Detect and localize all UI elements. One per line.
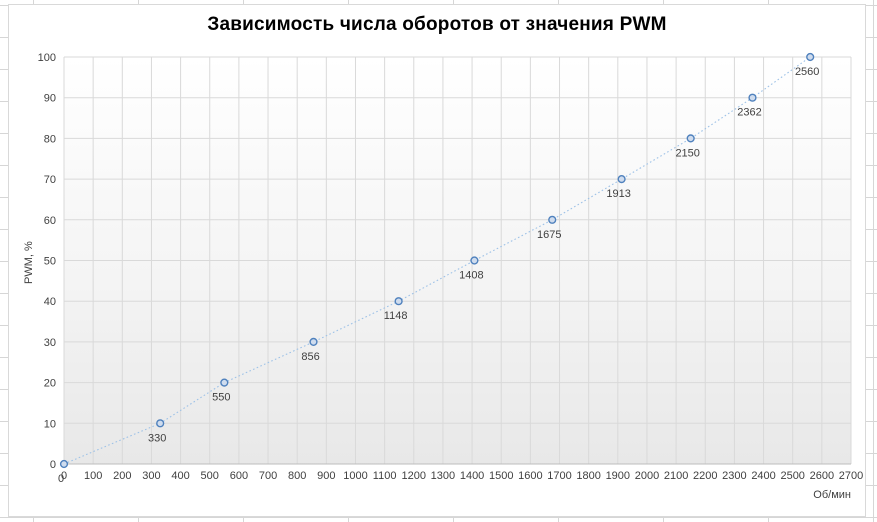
x-tick-label: 800	[288, 470, 306, 482]
y-tick-label: 50	[44, 256, 56, 268]
x-tick-label: 1500	[489, 470, 513, 482]
x-tick-label: 300	[142, 470, 160, 482]
y-tick-label: 60	[44, 215, 56, 227]
chart-title: Зависимость числа оборотов от значения P…	[207, 14, 667, 35]
x-tick-label: 0	[61, 470, 67, 482]
data-point-label: 2560	[795, 66, 819, 78]
x-tick-label: 1900	[606, 470, 630, 482]
data-point-label: 0	[58, 473, 64, 485]
x-tick-label: 700	[259, 470, 277, 482]
x-tick-label: 200	[113, 470, 131, 482]
x-tick-label: 1400	[460, 470, 484, 482]
data-point-label: 2362	[737, 107, 761, 119]
data-point-marker	[156, 419, 165, 428]
data-point-marker	[617, 175, 626, 184]
x-tick-label: 1800	[576, 470, 600, 482]
y-tick-label: 0	[50, 459, 56, 471]
data-point-marker	[309, 337, 318, 347]
data-point-marker	[548, 215, 557, 224]
data-point-label: 1913	[606, 188, 630, 200]
x-tick-label: 1000	[343, 470, 367, 482]
y-tick-label: 40	[44, 296, 56, 308]
y-axis-title: PWM, %	[23, 241, 35, 284]
data-point-label: 330	[148, 432, 166, 444]
x-tick-label: 100	[84, 470, 102, 482]
y-tick-label: 20	[44, 378, 56, 390]
x-tick-label: 1300	[431, 470, 455, 482]
x-tick-label: 2400	[751, 470, 775, 482]
x-tick-label: 2200	[693, 470, 717, 482]
data-point-label: 1408	[459, 270, 483, 282]
x-tick-label: 400	[171, 470, 189, 482]
x-tick-label: 900	[317, 470, 335, 482]
y-tick-label: 70	[44, 174, 56, 186]
x-tick-label: 2100	[664, 470, 688, 482]
data-point-marker	[394, 297, 403, 306]
x-tick-label: 2300	[722, 470, 746, 482]
chart-canvas: 0 100 200 300 400 500 600 700 800 900 1000 1100 1200…	[8, 4, 866, 517]
x-axis-title: Об/мин	[813, 489, 851, 501]
y-tick-label: 90	[44, 93, 56, 105]
data-point-marker	[686, 134, 695, 143]
x-tick-label: 2500	[780, 470, 804, 482]
data-point-marker	[748, 93, 757, 102]
x-tick-label: 1200	[402, 470, 426, 482]
x-tick-label: 2700	[839, 470, 863, 482]
x-tick-label: 2600	[810, 470, 834, 482]
data-point-label: 2150	[675, 147, 699, 159]
x-tick-label: 1100	[373, 470, 397, 482]
y-tick-label: 30	[44, 337, 56, 349]
x-tick-label: 500	[201, 470, 219, 482]
x-tick-label: 600	[230, 470, 248, 482]
data-point-marker	[470, 256, 479, 265]
data-point-label: 550	[212, 392, 230, 404]
y-tick-label: 100	[38, 52, 56, 64]
data-point-marker	[220, 378, 229, 387]
data-point-marker	[806, 52, 815, 62]
data-point-label: 1148	[384, 310, 408, 322]
data-point-marker	[59, 459, 69, 469]
plot-svg: 0 100 200 300 400 500 600 700 800 900 1000 1100 1200…	[38, 52, 864, 485]
y-tick-label: 80	[44, 133, 56, 145]
y-tick-label: 10	[44, 418, 56, 430]
x-tick-label: 2000	[635, 470, 659, 482]
x-tick-label: 1700	[547, 470, 571, 482]
data-point-label: 1675	[537, 229, 561, 241]
data-point-label: 856	[301, 351, 319, 363]
x-tick-label: 1600	[518, 470, 542, 482]
